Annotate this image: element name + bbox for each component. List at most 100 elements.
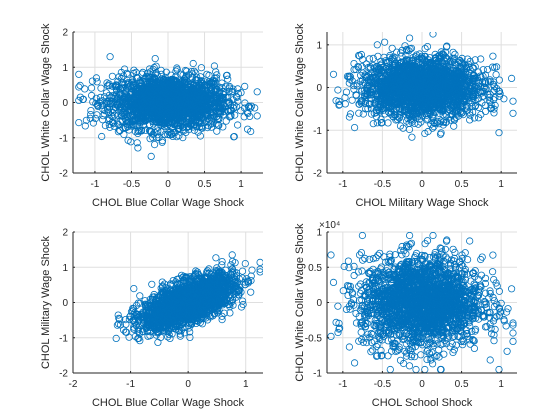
scatter-point <box>111 111 119 119</box>
scatter-point <box>406 62 415 70</box>
x-tick-label: 0 <box>419 179 425 190</box>
scatter-point <box>431 64 439 72</box>
scatter-point <box>463 102 471 110</box>
scatter-point <box>490 78 498 86</box>
scatter-point <box>134 325 142 333</box>
scatter-point <box>194 128 202 136</box>
scatter-point <box>116 127 124 135</box>
scatter-point <box>388 54 396 62</box>
scatter-point <box>155 90 163 98</box>
scatter-point <box>418 106 426 114</box>
scatter-point <box>367 110 376 118</box>
scatter-point <box>168 96 176 104</box>
scatter-point <box>423 42 432 51</box>
scatter-point <box>411 102 420 110</box>
scatter-point <box>169 91 178 99</box>
scatter-point <box>182 74 190 82</box>
scatter-point <box>406 74 414 82</box>
scatter-point <box>125 315 133 323</box>
scatter-point <box>346 110 355 118</box>
scatter-point <box>408 57 416 65</box>
scatter-point <box>401 102 409 111</box>
scatter-point <box>359 55 367 64</box>
scatter-point <box>362 84 371 93</box>
scatter-point <box>489 52 497 60</box>
scatter-point <box>401 42 409 50</box>
scatter-point <box>472 82 480 90</box>
x-tick-label: 0.5 <box>455 179 469 190</box>
scatter-point <box>491 63 499 72</box>
scatter-point <box>233 93 241 101</box>
scatter-point <box>98 132 106 141</box>
scatter-point <box>119 72 128 80</box>
scatter-point <box>114 128 123 136</box>
scatter-point <box>124 117 132 125</box>
scatter-point <box>405 119 413 127</box>
scatter-point <box>177 93 185 101</box>
scatter-point <box>408 133 416 141</box>
scatter-point <box>176 101 184 109</box>
scatter-point <box>151 107 159 115</box>
scatter-point <box>149 84 157 92</box>
scatter-point <box>116 315 124 323</box>
scatter-point <box>112 81 120 89</box>
scatter-point <box>137 126 146 134</box>
scatter-point <box>93 111 101 119</box>
scatter-point <box>468 99 476 107</box>
scatter-point <box>389 77 397 85</box>
scatter-point <box>457 80 465 89</box>
scatter-point <box>365 55 374 63</box>
scatter-point <box>225 107 233 115</box>
scatter-point <box>472 91 480 100</box>
scatter-point <box>121 65 129 73</box>
scatter-point <box>404 110 412 118</box>
scatter-point <box>137 115 145 123</box>
scatter-point <box>210 78 218 86</box>
scatter-point <box>125 94 133 102</box>
scatter-point <box>234 97 242 105</box>
scatter-point <box>414 112 422 120</box>
scatter-point <box>168 119 177 127</box>
scatter-point <box>479 66 487 74</box>
scatter-point <box>388 61 396 70</box>
y-axis-label: CHOL White Collar Wage Shock <box>40 23 52 182</box>
scatter-point <box>460 70 468 79</box>
scatter-point <box>470 114 478 122</box>
scatter-point <box>388 44 396 52</box>
scatter-point <box>175 124 184 132</box>
scatter-point <box>466 116 474 124</box>
scatter-point <box>93 78 101 86</box>
scatter-point <box>483 66 492 74</box>
scatter-point <box>214 121 222 129</box>
scatter-point <box>121 81 129 89</box>
scatter-point <box>395 111 404 119</box>
scatter-point <box>450 73 458 81</box>
scatter-point <box>219 94 227 103</box>
scatter-point <box>204 112 212 120</box>
scatter-point <box>201 78 209 86</box>
scatter-point <box>102 89 111 97</box>
scatter-point <box>377 87 385 95</box>
x-tick-label: -1 <box>90 179 99 190</box>
scatter-point <box>186 333 194 341</box>
scatter-point <box>168 111 176 120</box>
scatter-point <box>195 119 203 127</box>
scatter-point <box>200 103 209 111</box>
scatter-point <box>394 99 402 107</box>
scatter-point <box>451 108 459 116</box>
scatter-point <box>181 78 189 86</box>
scatter-point <box>165 88 173 96</box>
scatter-point <box>414 95 422 104</box>
scatter-point <box>466 65 474 74</box>
scatter-point <box>133 74 142 82</box>
scatter-point <box>142 103 150 111</box>
scatter-point <box>149 115 158 123</box>
scatter-point <box>354 63 363 71</box>
scatter-point <box>227 261 235 269</box>
scatter-point <box>445 91 453 100</box>
scatter-point <box>121 123 129 131</box>
scatter-point <box>124 71 132 79</box>
scatter-point <box>139 114 147 122</box>
scatter-point <box>122 92 130 100</box>
